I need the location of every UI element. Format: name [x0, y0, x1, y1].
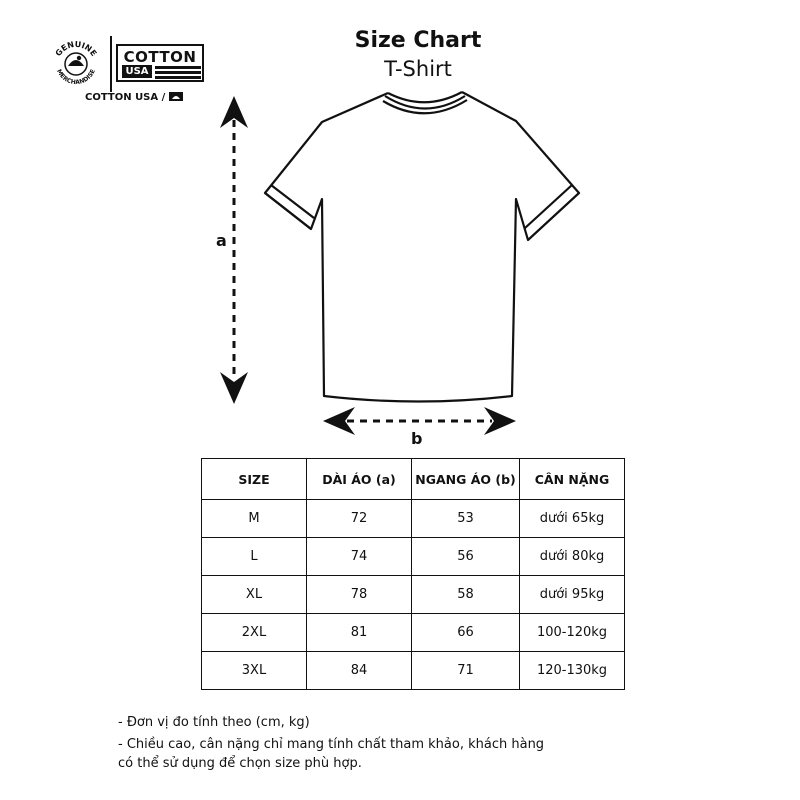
dimension-label-a: a	[216, 231, 227, 250]
svg-text:GENUINE: GENUINE	[54, 40, 99, 58]
cell-length: 81	[306, 613, 412, 652]
cell-length: 74	[306, 537, 412, 576]
note-reference-continued: có thể sử dụng để chọn size phù hợp.	[118, 756, 362, 771]
tshirt-diagram: a b	[216, 91, 581, 445]
arrow-a	[220, 96, 248, 404]
cotton-usa-logo: COTTON USA	[116, 44, 204, 82]
cell-weight: dưới 65kg	[519, 499, 625, 538]
cell-weight: 100-120kg	[519, 613, 625, 652]
league-logo-icon	[168, 92, 183, 101]
header-length: DÀI ÁO (a)	[306, 458, 412, 500]
table-row: 3XL 84 71 120-130kg	[201, 651, 625, 690]
header-weight: CÂN NẶNG	[519, 458, 625, 500]
cell-size: 2XL	[201, 613, 307, 652]
cell-width: 56	[411, 537, 520, 576]
cotton-word: COTTON	[123, 48, 197, 66]
cell-width: 71	[411, 651, 520, 690]
tshirt-outline	[263, 91, 581, 403]
genuine-merchandise-badge-icon: GENUINE MERCHANDISE	[54, 40, 99, 86]
size-table: SIZE DÀI ÁO (a) NGANG ÁO (b) CÂN NẶNG M …	[201, 458, 625, 690]
usa-word: USA	[122, 65, 152, 78]
stripes-icon	[155, 66, 201, 79]
cell-length: 84	[306, 651, 412, 690]
cell-size: L	[201, 537, 307, 576]
cell-weight: dưới 95kg	[519, 575, 625, 614]
brand-logos: GENUINE MERCHANDISE	[48, 36, 218, 106]
cell-weight: dưới 80kg	[519, 537, 625, 576]
cell-length: 78	[306, 575, 412, 614]
header-size: SIZE	[201, 458, 307, 500]
table-row: M 72 53 dưới 65kg	[201, 499, 625, 538]
cell-size: M	[201, 499, 307, 538]
cell-weight: 120-130kg	[519, 651, 625, 690]
cell-width: 53	[411, 499, 520, 538]
brand-caption-text: COTTON USA /	[85, 92, 169, 103]
arrow-b	[323, 407, 516, 435]
dimension-label-b: b	[411, 429, 422, 445]
cell-size: 3XL	[201, 651, 307, 690]
table-header-row: SIZE DÀI ÁO (a) NGANG ÁO (b) CÂN NẶNG	[201, 458, 625, 500]
cell-width: 58	[411, 575, 520, 614]
page-subtitle: T-Shirt	[384, 57, 452, 81]
note-unit: - Đơn vị đo tính theo (cm, kg)	[118, 715, 310, 730]
cell-length: 72	[306, 499, 412, 538]
header-width: NGANG ÁO (b)	[411, 458, 520, 500]
cell-size: XL	[201, 575, 307, 614]
svg-text:MERCHANDISE: MERCHANDISE	[55, 68, 97, 86]
table-row: 2XL 81 66 100-120kg	[201, 613, 625, 652]
logo-divider	[110, 36, 112, 92]
note-reference: - Chiều cao, cân nặng chỉ mang tính chất…	[118, 737, 545, 752]
table-row: XL 78 58 dưới 95kg	[201, 575, 625, 614]
brand-caption: COTTON USA /	[85, 92, 183, 103]
table-row: L 74 56 dưới 80kg	[201, 537, 625, 576]
cell-width: 66	[411, 613, 520, 652]
page-title: Size Chart	[354, 28, 482, 53]
